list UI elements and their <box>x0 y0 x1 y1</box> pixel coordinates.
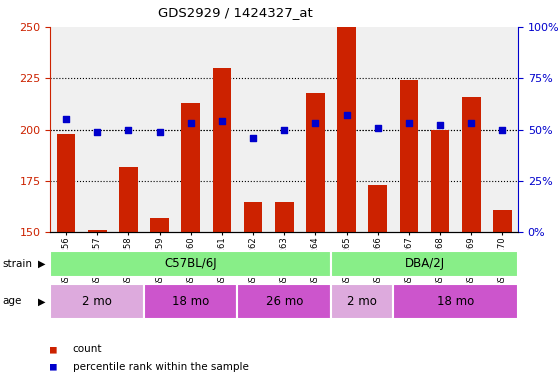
Text: 2 mo: 2 mo <box>347 295 377 308</box>
Text: ■: ■ <box>50 362 57 372</box>
Bar <box>368 185 387 232</box>
Text: ▶: ▶ <box>38 259 45 269</box>
Point <box>249 135 258 141</box>
Bar <box>331 284 393 319</box>
Point <box>404 120 413 126</box>
Point <box>124 126 133 132</box>
Bar <box>150 218 169 232</box>
Point <box>436 122 445 129</box>
Bar <box>88 230 106 232</box>
Point <box>186 120 195 126</box>
Bar <box>431 129 450 232</box>
Bar <box>275 202 293 232</box>
Bar <box>50 251 331 277</box>
Point <box>311 120 320 126</box>
Point <box>373 124 382 131</box>
Text: GDS2929 / 1424327_at: GDS2929 / 1424327_at <box>158 6 312 19</box>
Text: ▶: ▶ <box>38 296 45 306</box>
Bar <box>119 167 138 232</box>
Bar <box>181 103 200 232</box>
Bar <box>337 27 356 232</box>
Point <box>217 118 226 124</box>
Point <box>498 126 507 132</box>
Point <box>279 126 289 132</box>
Bar <box>493 210 512 232</box>
Bar <box>393 284 518 319</box>
Text: strain: strain <box>3 259 33 269</box>
Point <box>155 129 164 135</box>
Bar <box>331 251 518 277</box>
Text: count: count <box>73 344 102 354</box>
Bar <box>462 97 480 232</box>
Text: 2 mo: 2 mo <box>82 295 112 308</box>
Bar <box>144 284 237 319</box>
Text: percentile rank within the sample: percentile rank within the sample <box>73 362 249 372</box>
Text: 26 mo: 26 mo <box>265 295 303 308</box>
Point <box>62 116 71 122</box>
Bar <box>306 93 325 232</box>
Bar <box>244 202 263 232</box>
Bar <box>237 284 331 319</box>
Bar <box>57 134 76 232</box>
Bar <box>399 80 418 232</box>
Text: ■: ■ <box>50 344 57 354</box>
Text: DBA/2J: DBA/2J <box>404 258 445 270</box>
Text: 18 mo: 18 mo <box>437 295 474 308</box>
Point <box>342 112 351 118</box>
Text: age: age <box>3 296 22 306</box>
Bar <box>50 284 144 319</box>
Text: C57BL/6J: C57BL/6J <box>165 258 217 270</box>
Point <box>467 120 476 126</box>
Text: 18 mo: 18 mo <box>172 295 209 308</box>
Bar <box>212 68 231 232</box>
Point <box>92 129 102 135</box>
